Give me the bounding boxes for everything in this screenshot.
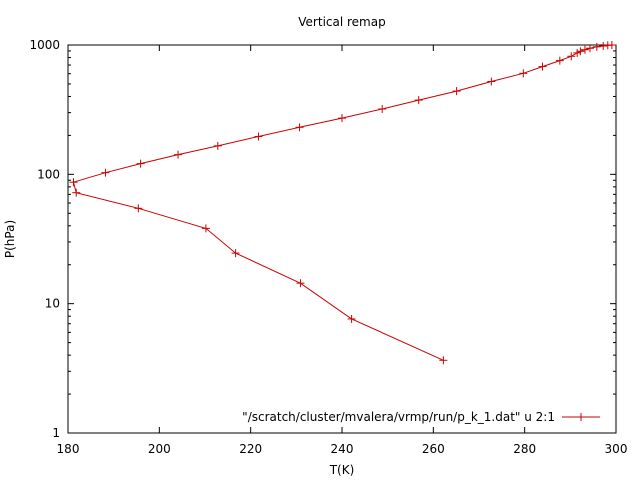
y-axis: 1 10 100 1000	[29, 38, 616, 440]
legend: "/scratch/cluster/mvalera/vrmp/run/p_k_1…	[242, 410, 600, 424]
data-point	[585, 44, 594, 53]
y-tick-label: 1	[52, 426, 60, 440]
data-point	[573, 48, 582, 57]
data-point	[487, 77, 496, 86]
x-tick-label: 260	[422, 442, 445, 456]
series-markers	[69, 41, 616, 365]
data-point	[439, 356, 448, 365]
data-point	[134, 204, 143, 213]
x-tick-label: 300	[605, 442, 628, 456]
data-point	[69, 178, 78, 187]
data-point	[538, 62, 547, 71]
data-point	[452, 87, 461, 96]
x-tick-label: 180	[57, 442, 80, 456]
data-point	[213, 141, 222, 150]
legend-entry-label: "/scratch/cluster/mvalera/vrmp/run/p_k_1…	[242, 410, 555, 424]
legend-marker	[577, 413, 585, 421]
data-point	[580, 45, 589, 54]
x-tick-label: 280	[513, 442, 536, 456]
y-tick-label: 100	[37, 167, 60, 181]
data-point	[295, 123, 304, 132]
data-point	[592, 42, 601, 51]
series-line	[72, 44, 612, 361]
y-axis-label: P(hPa)	[3, 220, 17, 258]
x-axis: 180 200 220 240 260 280 300	[57, 45, 628, 456]
x-axis-label: T(K)	[329, 463, 355, 477]
data-point	[599, 41, 608, 50]
chart-title: Vertical remap	[298, 15, 385, 29]
data-point	[338, 114, 346, 123]
data-point	[414, 96, 423, 105]
data-point	[567, 52, 576, 61]
data-point	[296, 279, 305, 288]
data-point	[519, 69, 528, 78]
data-point	[231, 249, 240, 258]
plot-frame	[67, 44, 617, 434]
data-point	[136, 159, 145, 168]
x-tick-label: 220	[239, 442, 262, 456]
data-point	[254, 132, 263, 141]
data-point	[378, 105, 387, 114]
data-point	[101, 168, 110, 177]
data-point	[555, 56, 564, 65]
x-tick-label: 240	[331, 442, 354, 456]
data-point	[201, 224, 210, 233]
data-point	[174, 150, 183, 159]
x-tick-label: 200	[148, 442, 171, 456]
data-point	[72, 188, 81, 197]
y-tick-label: 10	[45, 297, 60, 311]
data-point	[347, 314, 356, 323]
data-point	[576, 47, 585, 56]
y-tick-label: 1000	[29, 38, 60, 52]
data-point	[607, 41, 616, 49]
